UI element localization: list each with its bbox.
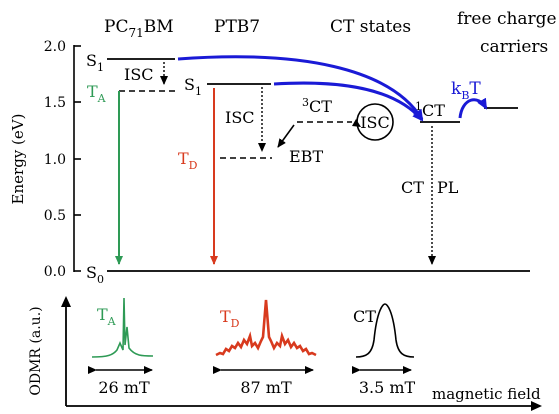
ct-pl-label-left: CT	[401, 178, 424, 197]
isc-pcbm-label: ISC	[124, 65, 154, 84]
isc-ct-label: ISC	[360, 113, 390, 132]
tick-label: 2.0	[44, 39, 66, 55]
ct3-label: 3CT	[302, 96, 332, 116]
tick-label: 1.0	[44, 152, 66, 168]
ct-odmr-spectrum	[355, 303, 415, 358]
kbt-label: kBT	[451, 79, 481, 102]
ct-width-label: 3.5 mT	[359, 378, 416, 397]
ct-transfer-arrow-upper	[177, 55, 424, 121]
ta-width-label: 26 mT	[98, 378, 150, 397]
tick-label: 1.5	[44, 95, 66, 111]
ct-pl-label-right: PL	[437, 178, 459, 197]
isc-cycle-arrowhead	[352, 119, 361, 127]
header-free-charge-line1: free charge	[457, 9, 557, 29]
s0-label: S0	[86, 263, 104, 286]
ct-transfer-arrow-lower	[273, 81, 424, 122]
energy-axis-ticks	[74, 45, 81, 272]
energy-axis-tick-labels: 2.0 1.5 1.0 0.5 0.0	[44, 39, 66, 280]
odmr-axis-label: ODMR (a.u.)	[28, 306, 44, 395]
td-label: TD	[178, 149, 198, 172]
s1-ptb7-label: S1	[184, 75, 202, 98]
header-ptb7: PTB7	[214, 17, 260, 37]
header-pcbm: PC71BM	[104, 17, 174, 40]
td-odmr-label: TD	[220, 307, 240, 330]
ta-odmr-spectrum	[91, 297, 154, 358]
ebt-arrow	[277, 124, 295, 148]
tick-label: 0.5	[44, 208, 66, 224]
ct-odmr-label: CT	[353, 307, 376, 326]
isc-ptb7-label: ISC	[225, 108, 255, 127]
header-ct-states: CT states	[330, 17, 411, 37]
magnetic-field-label: magnetic field	[432, 385, 541, 403]
ta-odmr-label: TA	[97, 305, 117, 328]
ebt-label: EBT	[289, 147, 323, 166]
td-width-label: 87 mT	[240, 378, 292, 397]
energy-axis-label: Energy (eV)	[9, 114, 27, 205]
kbt-arrow	[458, 97, 488, 119]
ct1-label: 1CT	[415, 100, 445, 120]
header-free-charge-line2: carriers	[480, 37, 548, 57]
tick-label: 0.0	[44, 264, 66, 280]
s1-pcbm-label: S1	[86, 51, 104, 74]
ta-label: TA	[87, 82, 107, 105]
td-odmr-spectrum	[215, 299, 317, 357]
